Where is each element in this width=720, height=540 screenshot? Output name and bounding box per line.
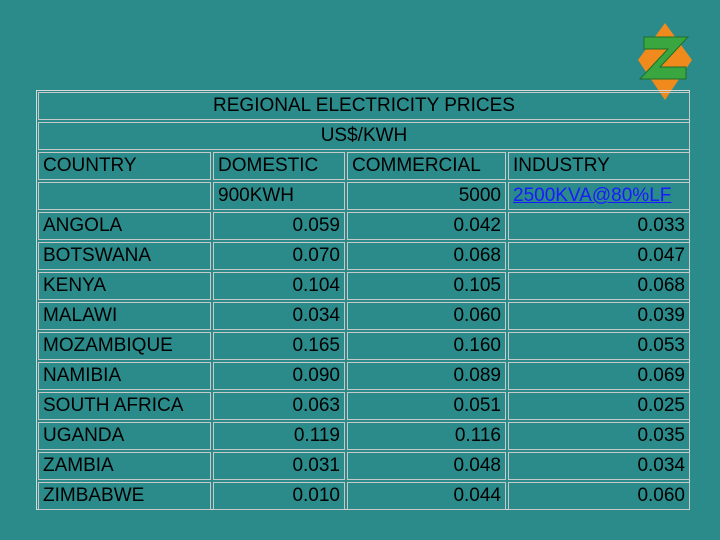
table-cell: 0.060	[347, 302, 506, 330]
table-cell: 0.034	[213, 302, 345, 330]
table-cell: 0.048	[347, 452, 506, 480]
table-cell: 0.068	[347, 242, 506, 270]
table-cell: MALAWI	[38, 302, 211, 330]
table-cell: ZAMBIA	[38, 452, 211, 480]
table-cell: SOUTH AFRICA	[38, 392, 211, 420]
table-cell: 0.069	[508, 362, 690, 390]
logo-z	[638, 36, 690, 80]
table-cell: NAMIBIA	[38, 362, 211, 390]
table-cell: 0.025	[508, 392, 690, 420]
table-cell: MOZAMBIQUE	[38, 332, 211, 360]
table-cell: BOTSWANA	[38, 242, 211, 270]
table-cell: 0.089	[347, 362, 506, 390]
table-cell: 0.119	[213, 422, 345, 450]
table-cell: UGANDA	[38, 422, 211, 450]
table-cell: KENYA	[38, 272, 211, 300]
table-cell: 0.033	[508, 212, 690, 240]
table-cell: 0.010	[213, 482, 345, 510]
table-cell: US$/KWH	[38, 122, 690, 150]
table-cell: 0.105	[347, 272, 506, 300]
table-cell: 0.068	[508, 272, 690, 300]
table-cell	[38, 182, 211, 210]
table-cell: INDUSTRY	[508, 152, 690, 180]
table-cell: 0.165	[213, 332, 345, 360]
table-cell: ANGOLA	[38, 212, 211, 240]
table-cell: 0.035	[508, 422, 690, 450]
table-cell: 0.053	[508, 332, 690, 360]
table-cell: COMMERCIAL	[347, 152, 506, 180]
table-cell: DOMESTIC	[213, 152, 345, 180]
table-cell: 0.039	[508, 302, 690, 330]
table-cell: 0.042	[347, 212, 506, 240]
table-cell: ZIMBABWE	[38, 482, 211, 510]
table-cell: 0.070	[213, 242, 345, 270]
unit-link[interactable]: 2500KVA@80%LF	[508, 182, 690, 210]
price-table: REGIONAL ELECTRICITY PRICES US$/KWH COUNTR…	[36, 90, 690, 510]
table-cell: 0.090	[213, 362, 345, 390]
table-cell: 0.031	[213, 452, 345, 480]
table-cell: 0.047	[508, 242, 690, 270]
table-cell: 0.059	[213, 212, 345, 240]
table-cell: 0.051	[347, 392, 506, 420]
table-cell: 0.060	[508, 482, 690, 510]
table-cell: 0.044	[347, 482, 506, 510]
table-cell: 0.063	[213, 392, 345, 420]
table-cell: 5000	[347, 182, 506, 210]
table-cell: COUNTRY	[38, 152, 211, 180]
table-cell: 0.160	[347, 332, 506, 360]
table-cell: 0.034	[508, 452, 690, 480]
table-cell: 0.104	[213, 272, 345, 300]
table-cell: 900KWH	[213, 182, 345, 210]
table-cell: 0.116	[347, 422, 506, 450]
table-cell: REGIONAL ELECTRICITY PRICES	[38, 92, 690, 120]
logo	[638, 23, 692, 100]
